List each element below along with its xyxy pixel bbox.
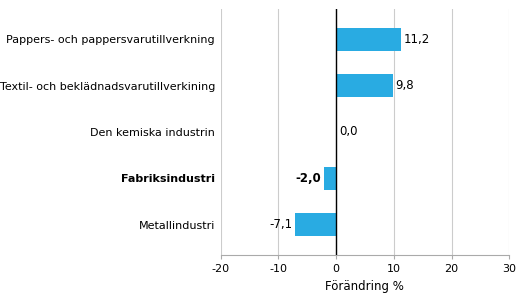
Bar bbox=[336, 74, 393, 97]
Text: 0,0: 0,0 bbox=[339, 125, 358, 139]
Text: 11,2: 11,2 bbox=[404, 33, 430, 46]
Bar bbox=[295, 213, 336, 236]
Text: -2,0: -2,0 bbox=[296, 172, 321, 185]
Text: 9,8: 9,8 bbox=[395, 79, 414, 92]
X-axis label: Förändring %: Förändring % bbox=[326, 280, 404, 292]
Text: -7,1: -7,1 bbox=[269, 218, 292, 231]
Bar bbox=[324, 167, 336, 190]
Bar bbox=[336, 28, 401, 51]
